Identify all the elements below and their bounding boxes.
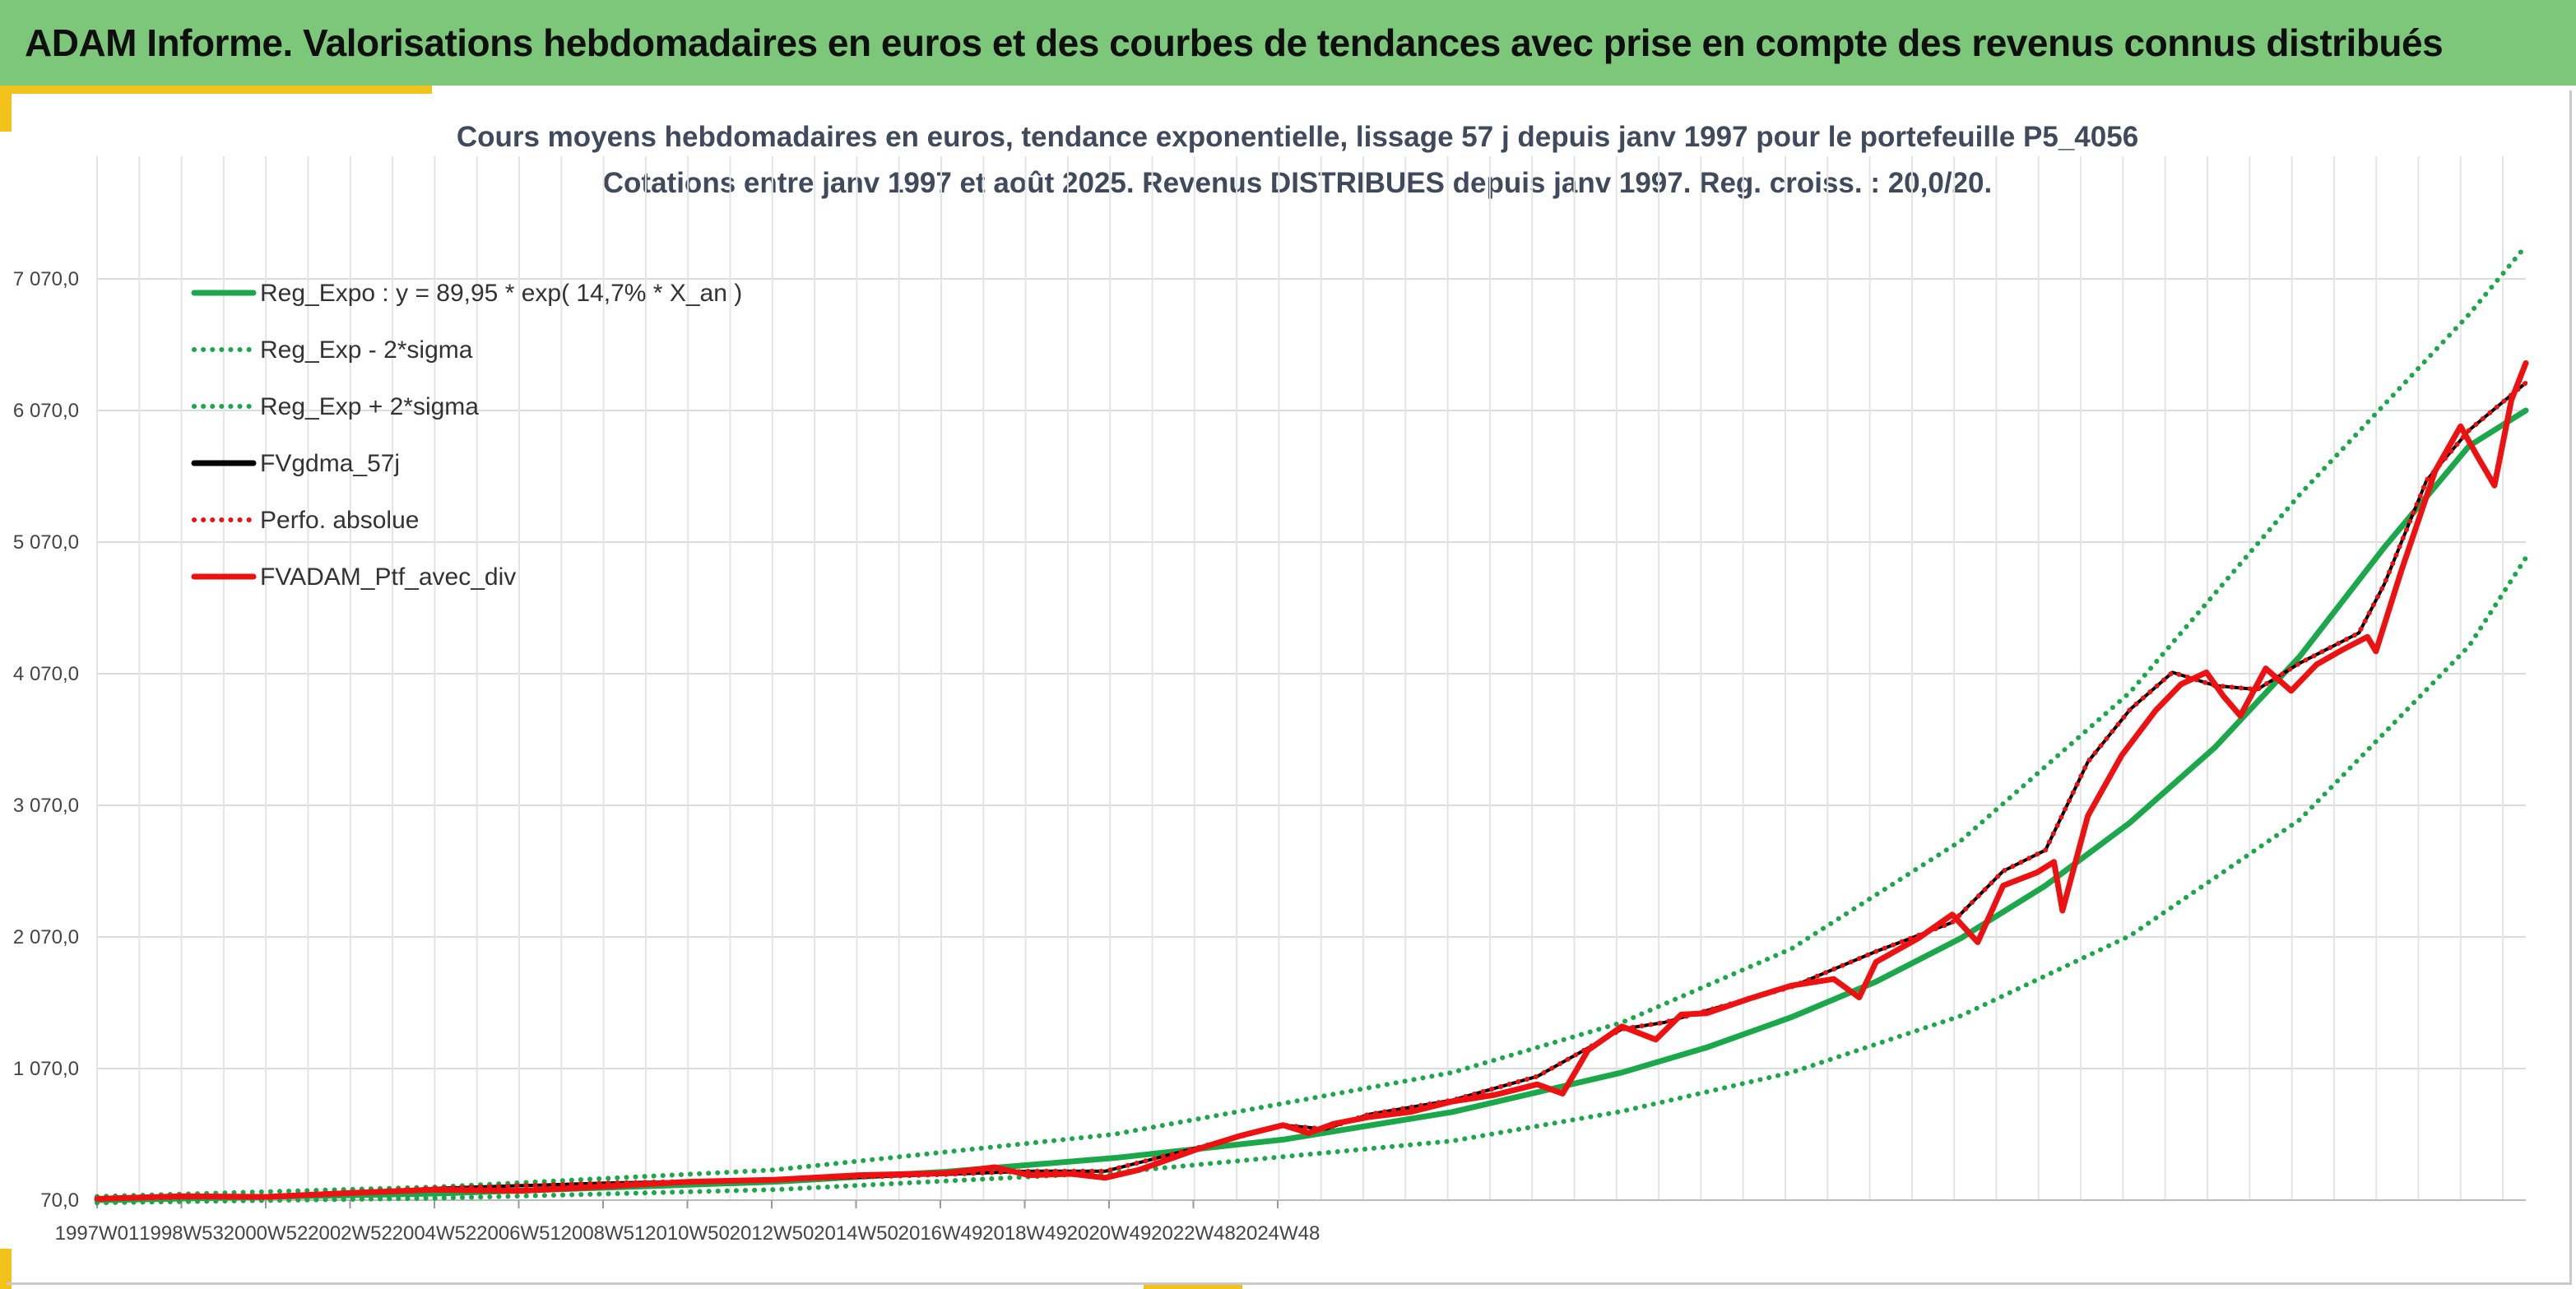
y-tick-label: 7 070,0 bbox=[13, 268, 79, 290]
series-line-5 bbox=[95, 380, 2528, 1202]
gridlines bbox=[96, 156, 2526, 1201]
legend-label: Reg_Exp - 2*sigma bbox=[260, 336, 473, 364]
accent-strip-bottom bbox=[1144, 1282, 1242, 1289]
accent-bar-left-top bbox=[0, 86, 12, 132]
x-tick-label: 2006W51 bbox=[476, 1222, 561, 1245]
x-tick-label: 2010W50 bbox=[645, 1222, 730, 1245]
legend-label: FVADAM_Ptf_avec_div bbox=[260, 563, 516, 591]
y-tick-label: 4 070,0 bbox=[13, 663, 79, 685]
x-tick-label: 2000W52 bbox=[224, 1222, 309, 1245]
series-line-4 bbox=[95, 381, 2527, 1201]
y-tick-label: 1 070,0 bbox=[13, 1058, 79, 1080]
y-tick-label: 2 070,0 bbox=[13, 926, 79, 948]
chart-frame bbox=[7, 90, 2572, 1285]
x-tick-label: 2002W52 bbox=[308, 1222, 392, 1245]
y-tick-label: 6 070,0 bbox=[13, 400, 79, 422]
x-tick-label: 2024W48 bbox=[1236, 1222, 1320, 1245]
accent-bar-left-bottom bbox=[0, 1249, 12, 1289]
legend: Reg_Expo : y = 89,95 * exp( 14,7% * X_an… bbox=[191, 280, 742, 591]
axes: 70,0 1 070,0 2 070,0 3 070,0 4 070,0 5 070,0 6… bbox=[13, 268, 2526, 1245]
legend-label: Perfo. absolue bbox=[260, 507, 419, 534]
x-tick-label: 2016W49 bbox=[898, 1222, 983, 1245]
page-title: ADAM Informe. Valorisations hebdomadaire… bbox=[25, 21, 2444, 64]
series-line-3 bbox=[95, 243, 2528, 1199]
y-tick-label: 3 070,0 bbox=[13, 795, 79, 817]
chart-title: Cours moyens hebdomadaires en euros, ten… bbox=[457, 121, 2138, 153]
legend-label: Reg_Exp + 2*sigma bbox=[260, 393, 479, 420]
legend-label: Reg_Expo : y = 89,95 * exp( 14,7% * X_an… bbox=[260, 280, 742, 307]
x-tick-label: 2014W50 bbox=[814, 1222, 898, 1245]
x-tick-label: 1998W53 bbox=[139, 1222, 224, 1245]
x-tick-label: 2018W49 bbox=[982, 1222, 1067, 1245]
x-tick-label: 2020W49 bbox=[1067, 1222, 1152, 1245]
series-line-6 bbox=[94, 359, 2529, 1202]
y-tick-label: 5 070,0 bbox=[13, 531, 79, 554]
x-tick-label: 2012W50 bbox=[730, 1222, 815, 1245]
header-bar: ADAM Informe. Valorisations hebdomadaire… bbox=[0, 0, 2576, 86]
accent-strip-top bbox=[0, 86, 432, 94]
x-tick-label: 2008W51 bbox=[561, 1222, 646, 1245]
x-tick-label: 2004W52 bbox=[392, 1222, 477, 1245]
series-group bbox=[94, 243, 2529, 1206]
legend-label: FVgdma_57j bbox=[260, 450, 400, 477]
y-tick-label: 70,0 bbox=[40, 1189, 79, 1212]
chart-subtitle: Cotations entre janv 1997 et août 2025. … bbox=[603, 167, 1992, 199]
x-tick-label: 2022W48 bbox=[1151, 1222, 1236, 1245]
series-line-2 bbox=[95, 555, 2528, 1206]
x-tick-label: 1997W01 bbox=[55, 1222, 140, 1245]
